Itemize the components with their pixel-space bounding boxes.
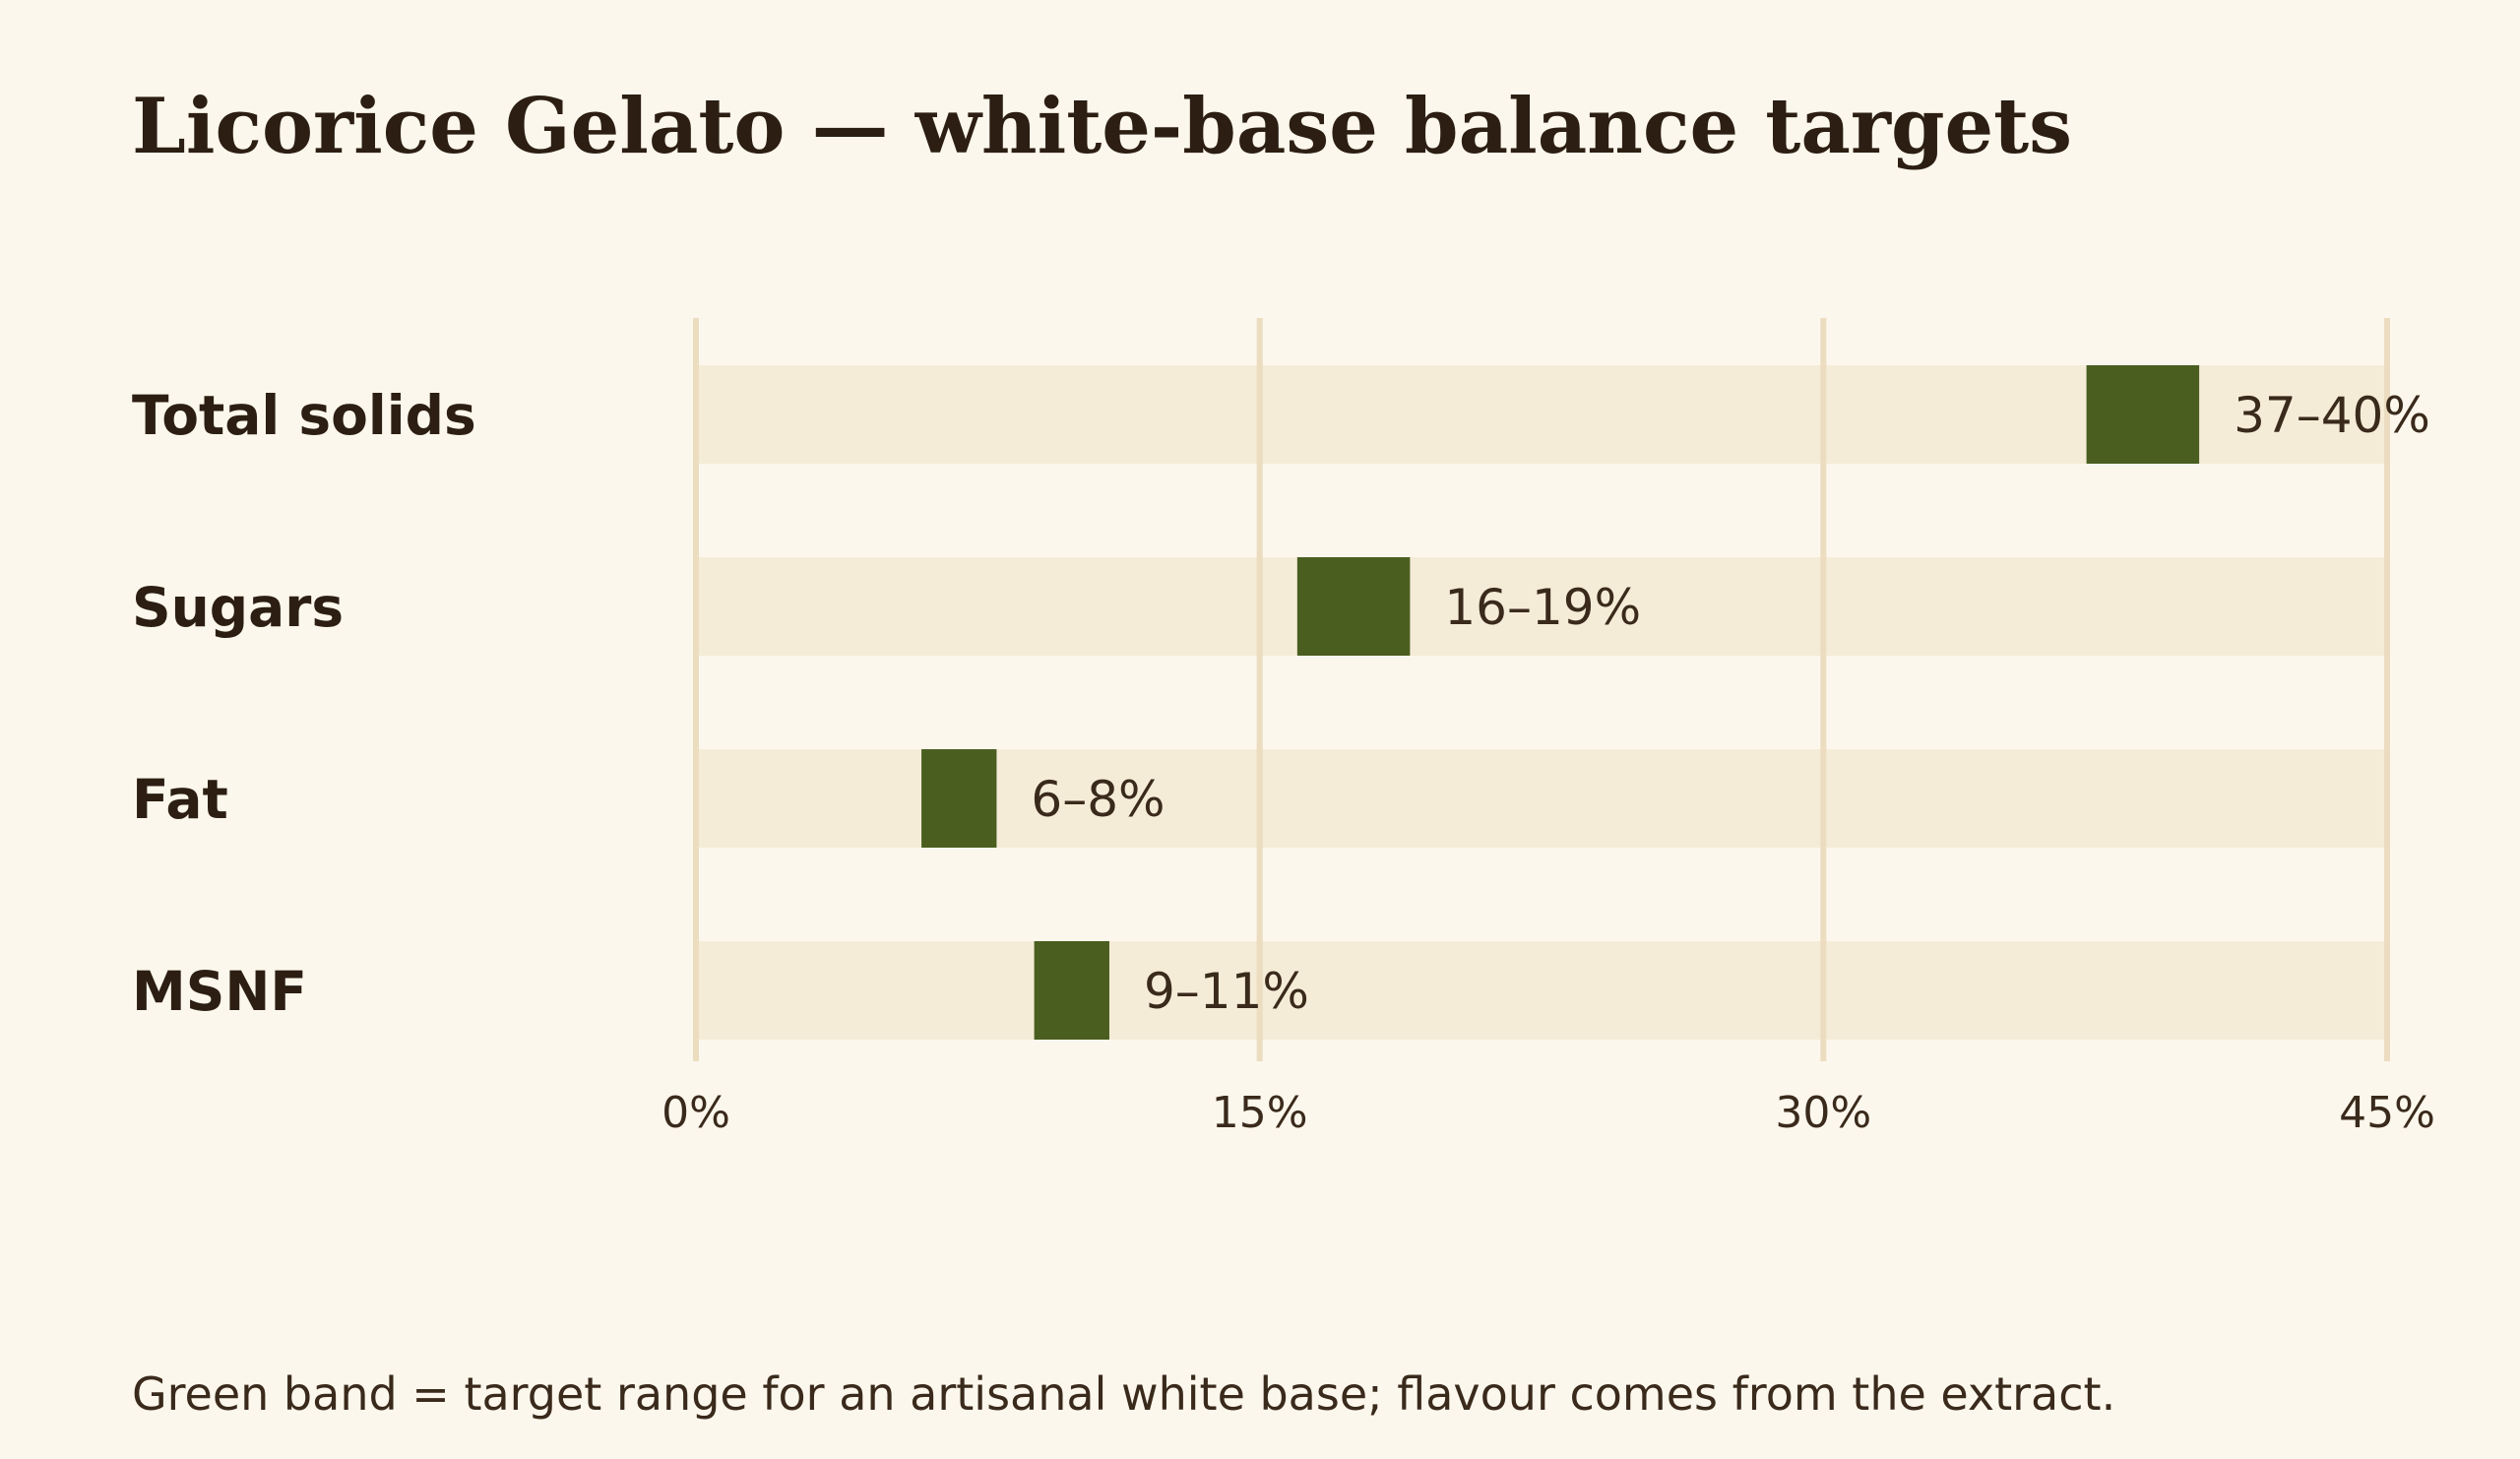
range-label: 16–19% — [1444, 579, 1641, 636]
range-label: 37–40% — [2234, 387, 2430, 444]
x-tick-label: 30% — [1775, 1088, 1871, 1138]
range-band-sugars — [1296, 557, 1411, 656]
category-label: Fat — [132, 768, 228, 831]
chart-caption: Green band = target range for an artisan… — [132, 1367, 2115, 1421]
grid-lines — [693, 318, 2390, 1061]
category-label: Total solids — [132, 384, 476, 447]
category-label: MSNF — [132, 960, 307, 1023]
track-sugars — [696, 557, 2387, 656]
range-band-total-solids — [2086, 365, 2200, 464]
range-label: 9–11% — [1144, 963, 1309, 1020]
x-tick-label: 15% — [1212, 1088, 1308, 1138]
range-band-msnf — [1034, 941, 1109, 1040]
track-msnf — [696, 941, 2387, 1040]
bars — [696, 365, 2387, 1040]
chart-title: Licorice Gelato — white-base balance tar… — [132, 82, 2072, 171]
labels: 0% 15% 30% 45% Total solids 37–40% Sugars 16–19… — [132, 365, 2435, 1138]
x-tick-label: 45% — [2339, 1088, 2435, 1138]
x-tick-label: 0% — [662, 1088, 730, 1138]
range-label: 6–8% — [1031, 771, 1165, 828]
range-band-fat — [921, 749, 997, 848]
category-label: Sugars — [132, 576, 344, 639]
